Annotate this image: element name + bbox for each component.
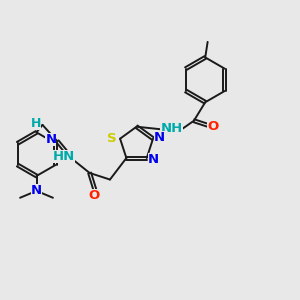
Text: O: O <box>207 120 218 133</box>
Text: N: N <box>154 131 165 144</box>
Text: O: O <box>88 189 99 202</box>
Text: HN: HN <box>52 150 74 163</box>
Text: S: S <box>107 132 116 145</box>
Text: N: N <box>45 133 56 146</box>
Text: H: H <box>31 117 41 130</box>
Text: N: N <box>148 153 159 166</box>
Text: NH: NH <box>160 122 183 135</box>
Text: N: N <box>31 184 42 197</box>
